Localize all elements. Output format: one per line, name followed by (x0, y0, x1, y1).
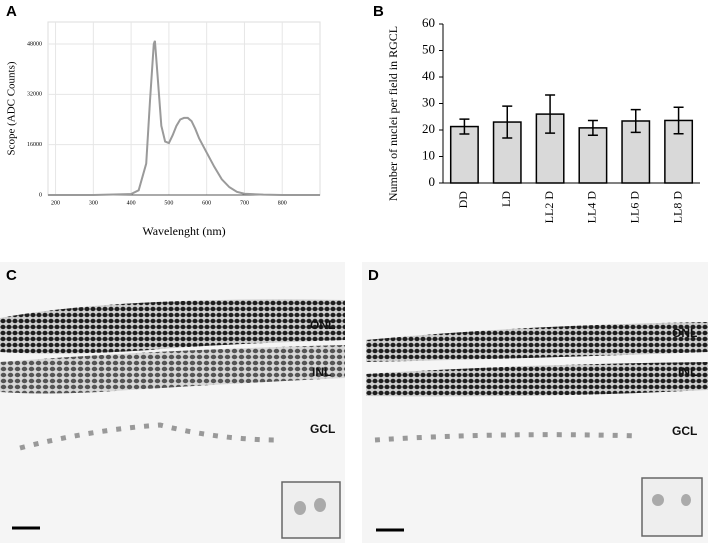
y-tick-label: 16000 (27, 142, 42, 148)
x-tick-label: LL2 D (542, 191, 556, 224)
error-bar (545, 94, 556, 134)
layer-label: ONL (672, 326, 697, 340)
y-tick-label: 20 (422, 121, 435, 136)
micrograph (362, 262, 708, 543)
bar (449, 125, 479, 184)
micrograph (0, 262, 345, 543)
panel-label: A (6, 3, 17, 20)
x-tick-label: 400 (127, 200, 136, 206)
x-tick-label: 200 (51, 200, 60, 206)
layer-label: ONL (310, 318, 335, 332)
panel-label: C (6, 267, 17, 284)
x-tick-label: 700 (240, 200, 249, 206)
error-bar (630, 108, 641, 134)
y-tick-label: 32000 (27, 92, 42, 98)
y-tick-label: 10 (422, 147, 435, 162)
x-tick-label: LL6 D (628, 191, 642, 224)
layer-label: INL (678, 365, 697, 379)
x-tick-label: 300 (89, 200, 98, 206)
bar (578, 127, 608, 184)
layer-label: INL (312, 365, 331, 379)
x-axis-title: Wavelenght (nm) (142, 224, 225, 238)
x-tick-label: DD (456, 191, 470, 209)
y-tick-label: 0 (429, 174, 436, 189)
x-tick-label: 600 (202, 200, 211, 206)
bar (492, 121, 522, 184)
y-tick-label: 48000 (27, 41, 42, 47)
y-tick-label: 0 (39, 192, 42, 198)
x-tick-label: 500 (164, 200, 173, 206)
panel-label: B (373, 3, 384, 20)
plot-area (47, 21, 321, 196)
layer-label: GCL (310, 422, 335, 436)
layer-label: GCL (672, 424, 697, 438)
error-bar (587, 119, 598, 137)
y-tick-label: 60 (422, 15, 435, 30)
x-tick-label: LL4 D (585, 191, 599, 224)
error-bar (502, 105, 513, 139)
y-axis-title: Scope (ADC Counts) (6, 61, 18, 155)
y-tick-label: 50 (422, 41, 435, 56)
x-tick-label: LL8 D (670, 191, 684, 224)
x-tick-label: 800 (278, 200, 287, 206)
y-axis-title: Number of nuclei per field in RGCL (386, 26, 400, 201)
bar (535, 113, 565, 184)
error-bar (673, 106, 684, 135)
error-bar (459, 118, 470, 135)
y-tick-label: 40 (422, 68, 435, 83)
x-tick-label: LD (499, 191, 513, 207)
panel-label: D (368, 267, 379, 284)
y-tick-label: 30 (422, 94, 435, 109)
spectrum-line (48, 40, 320, 196)
